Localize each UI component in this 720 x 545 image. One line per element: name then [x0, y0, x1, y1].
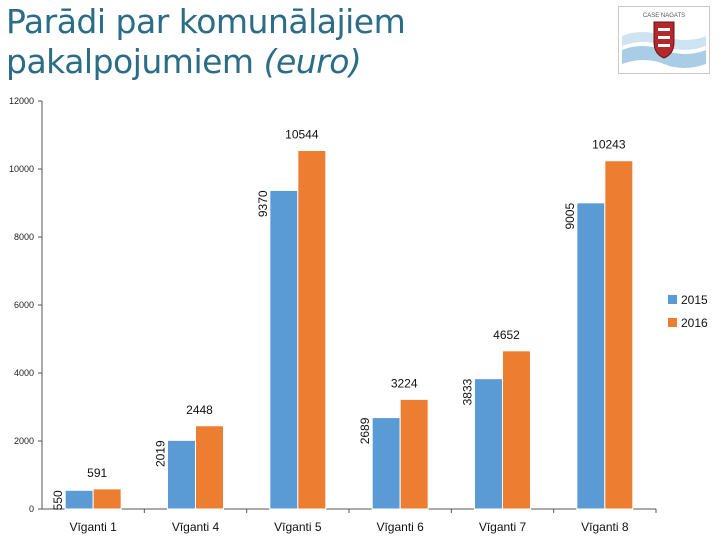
title-line-2-main: pakalpojumiem	[6, 42, 254, 81]
bar-2015	[576, 202, 606, 510]
y-tick-label: 4000	[14, 368, 34, 378]
bar-2015	[64, 489, 94, 510]
bar-2016	[399, 398, 429, 510]
data-label-2016: 2448	[186, 403, 213, 417]
x-category-label: Vīganti 5	[274, 520, 322, 534]
legend-swatch-2015	[668, 295, 677, 304]
bar-2015	[474, 378, 503, 510]
title-line-2: pakalpojumiem (euro)	[6, 42, 566, 82]
bar-2016	[502, 350, 531, 510]
data-label-2016: 3224	[391, 376, 418, 390]
bar-2015	[371, 417, 401, 510]
bar-2015	[269, 189, 299, 510]
x-category-label: Vīganti 1	[69, 520, 117, 534]
data-label-2015: 2019	[154, 440, 168, 467]
data-label-2015: 3833	[461, 378, 475, 405]
legend-label-2016: 2016	[681, 316, 708, 330]
bar-2016	[92, 488, 122, 510]
data-label-2015: 2689	[358, 417, 372, 444]
x-category-label: Vīganti 7	[479, 520, 527, 534]
data-label-2015: 550	[51, 490, 65, 510]
title-line-1: Parādi par komunālajiem	[6, 2, 406, 41]
x-category-label: Vīganti 4	[172, 520, 220, 534]
bar-2016	[297, 150, 327, 510]
data-label-2015: 9005	[563, 203, 577, 230]
logo-graphic: CASE NAGATS	[618, 6, 710, 74]
y-tick-label: 10000	[9, 164, 34, 174]
y-tick-label: 0	[29, 504, 34, 514]
municipality-logo: CASE NAGATS	[618, 6, 710, 74]
legend-swatch-2016	[668, 318, 677, 327]
y-tick-label: 2000	[14, 436, 34, 446]
data-label-2016: 591	[87, 466, 107, 480]
data-label-2016: 10243	[592, 138, 626, 152]
y-tick-label: 8000	[14, 232, 34, 242]
bar-2016	[604, 160, 634, 510]
bar-2016	[195, 425, 224, 510]
y-tick-label: 6000	[14, 300, 34, 310]
logo-text: CASE NAGATS	[643, 13, 685, 19]
legend-label-2015: 2015	[681, 293, 708, 307]
data-label-2016: 4652	[493, 328, 520, 342]
data-label-2015: 9370	[256, 190, 270, 217]
x-category-label: Vīganti 8	[581, 520, 629, 534]
data-label-2016: 10544	[285, 128, 319, 142]
slide-title: Parādi par komunālajiem pakalpojumiem (e…	[6, 2, 566, 82]
y-tick-label: 12000	[9, 96, 34, 106]
bar-2015	[167, 439, 196, 510]
x-category-label: Vīganti 6	[376, 520, 424, 534]
title-unit: (euro)	[263, 42, 362, 81]
